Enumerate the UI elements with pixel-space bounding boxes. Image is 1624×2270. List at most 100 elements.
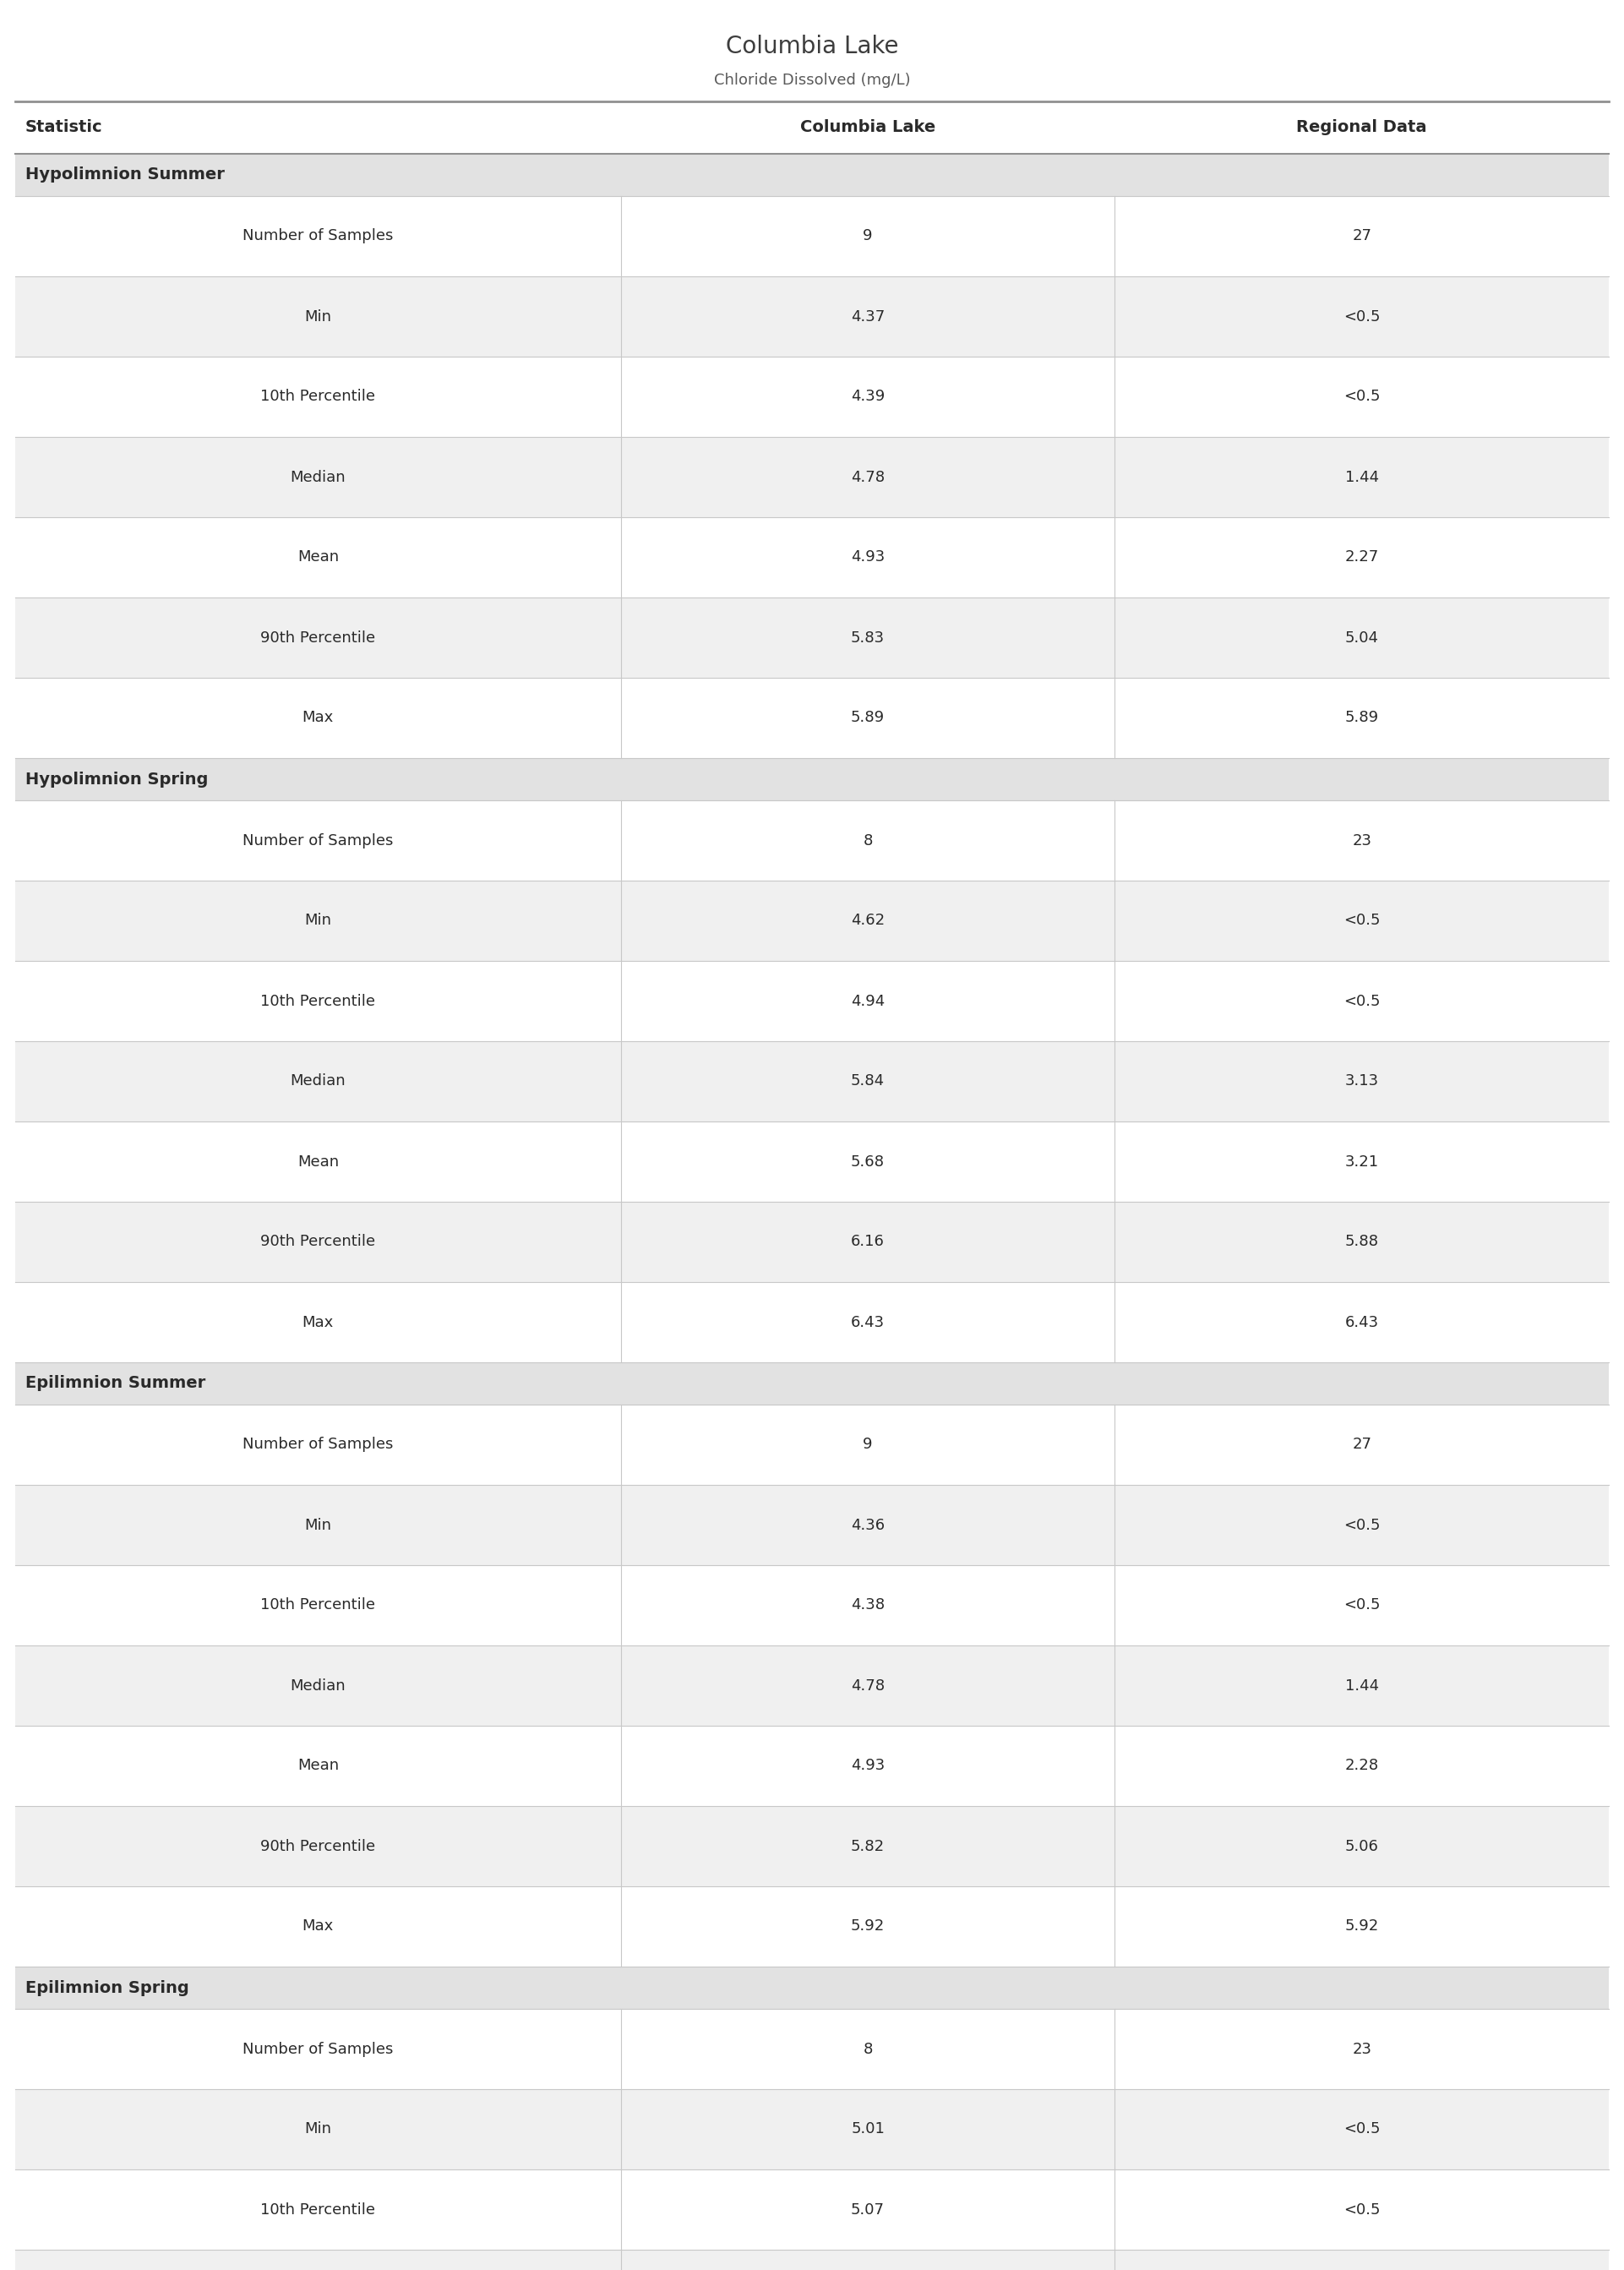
Text: 2.28: 2.28	[1345, 1759, 1379, 1773]
Text: 4.93: 4.93	[851, 549, 885, 565]
Text: 4.37: 4.37	[851, 309, 885, 325]
Text: 5.01: 5.01	[851, 2122, 885, 2136]
Bar	[15, 2250, 1609, 2270]
Text: Chloride Dissolved (mg/L): Chloride Dissolved (mg/L)	[713, 73, 911, 89]
Bar	[15, 102, 1609, 154]
Bar	[15, 1485, 1609, 1566]
Text: 4.39: 4.39	[851, 388, 885, 404]
Bar	[15, 2088, 1609, 2170]
Bar	[15, 195, 1609, 277]
Bar	[15, 1362, 1609, 1405]
Text: 8: 8	[862, 2041, 872, 2057]
Text: 9: 9	[862, 1437, 872, 1453]
Text: 10th Percentile: 10th Percentile	[260, 2202, 375, 2218]
Bar	[15, 1886, 1609, 1966]
Text: Columbia Lake: Columbia Lake	[801, 120, 935, 136]
Text: 10th Percentile: 10th Percentile	[260, 388, 375, 404]
Bar	[15, 1966, 1609, 2009]
Text: 6.43: 6.43	[1345, 1314, 1379, 1330]
Text: 6.16: 6.16	[851, 1235, 885, 1249]
Bar	[15, 518, 1609, 597]
Bar	[15, 356, 1609, 436]
Text: Min: Min	[304, 2122, 331, 2136]
Text: Min: Min	[304, 309, 331, 325]
Text: Max: Max	[302, 711, 333, 726]
Bar	[15, 1646, 1609, 1725]
Text: Statistic: Statistic	[26, 120, 102, 136]
Text: 6.43: 6.43	[851, 1314, 885, 1330]
Text: Max: Max	[302, 1314, 333, 1330]
Bar	[15, 1283, 1609, 1362]
Bar	[15, 2009, 1609, 2088]
Text: 3.21: 3.21	[1345, 1153, 1379, 1169]
Bar	[15, 1042, 1609, 1121]
Text: Median: Median	[291, 1074, 346, 1090]
Bar	[15, 679, 1609, 758]
Text: Min: Min	[304, 913, 331, 928]
Text: <0.5: <0.5	[1343, 913, 1380, 928]
Text: 1.44: 1.44	[1345, 470, 1379, 486]
Text: 9: 9	[862, 229, 872, 243]
Text: 5.07: 5.07	[851, 2202, 885, 2218]
Text: 3.13: 3.13	[1345, 1074, 1379, 1090]
Bar	[15, 758, 1609, 801]
Text: 4.93: 4.93	[851, 1759, 885, 1773]
Text: 90th Percentile: 90th Percentile	[260, 1235, 375, 1249]
Text: 2.27: 2.27	[1345, 549, 1379, 565]
Text: 5.92: 5.92	[1345, 1918, 1379, 1934]
Text: 5.06: 5.06	[1345, 1839, 1379, 1855]
Bar	[15, 154, 1609, 195]
Text: 5.88: 5.88	[1345, 1235, 1379, 1249]
Text: 4.94: 4.94	[851, 994, 885, 1008]
Bar	[15, 1201, 1609, 1283]
Bar	[15, 960, 1609, 1042]
Text: Number of Samples: Number of Samples	[242, 833, 393, 849]
Text: 5.89: 5.89	[1345, 711, 1379, 726]
Text: Median: Median	[291, 470, 346, 486]
Bar	[15, 881, 1609, 960]
Text: Median: Median	[291, 1678, 346, 1693]
Text: 4.78: 4.78	[851, 1678, 885, 1693]
Text: 23: 23	[1353, 833, 1372, 849]
Bar	[15, 801, 1609, 881]
Text: Hypolimnion Summer: Hypolimnion Summer	[26, 168, 224, 184]
Text: Max: Max	[302, 1918, 333, 1934]
Text: Regional Data: Regional Data	[1296, 120, 1427, 136]
Text: 4.38: 4.38	[851, 1598, 885, 1614]
Text: Number of Samples: Number of Samples	[242, 2041, 393, 2057]
Bar	[15, 1725, 1609, 1807]
Bar	[15, 436, 1609, 518]
Text: Mean: Mean	[297, 549, 339, 565]
Text: Min: Min	[304, 1516, 331, 1532]
Bar	[15, 2170, 1609, 2250]
Text: Number of Samples: Number of Samples	[242, 229, 393, 243]
Text: 27: 27	[1353, 1437, 1372, 1453]
Text: 5.92: 5.92	[851, 1918, 885, 1934]
Text: Mean: Mean	[297, 1153, 339, 1169]
Bar	[15, 1405, 1609, 1485]
Text: 27: 27	[1353, 229, 1372, 243]
Text: <0.5: <0.5	[1343, 1598, 1380, 1614]
Text: 10th Percentile: 10th Percentile	[260, 1598, 375, 1614]
Text: Epilimnion Summer: Epilimnion Summer	[26, 1376, 206, 1392]
Text: 90th Percentile: 90th Percentile	[260, 1839, 375, 1855]
Text: <0.5: <0.5	[1343, 2122, 1380, 2136]
Bar	[15, 1121, 1609, 1201]
Text: Hypolimnion Spring: Hypolimnion Spring	[26, 772, 208, 788]
Text: 5.89: 5.89	[851, 711, 885, 726]
Text: 23: 23	[1353, 2041, 1372, 2057]
Text: 90th Percentile: 90th Percentile	[260, 631, 375, 645]
Text: <0.5: <0.5	[1343, 2202, 1380, 2218]
Text: <0.5: <0.5	[1343, 1516, 1380, 1532]
Text: 5.82: 5.82	[851, 1839, 885, 1855]
Text: Epilimnion Spring: Epilimnion Spring	[26, 1979, 188, 1995]
Text: Number of Samples: Number of Samples	[242, 1437, 393, 1453]
Text: 5.04: 5.04	[1345, 631, 1379, 645]
Text: 5.83: 5.83	[851, 631, 885, 645]
Bar	[15, 277, 1609, 356]
Text: 4.62: 4.62	[851, 913, 885, 928]
Text: 5.84: 5.84	[851, 1074, 885, 1090]
Text: 4.36: 4.36	[851, 1516, 885, 1532]
Text: 1.44: 1.44	[1345, 1678, 1379, 1693]
Bar	[15, 1807, 1609, 1886]
